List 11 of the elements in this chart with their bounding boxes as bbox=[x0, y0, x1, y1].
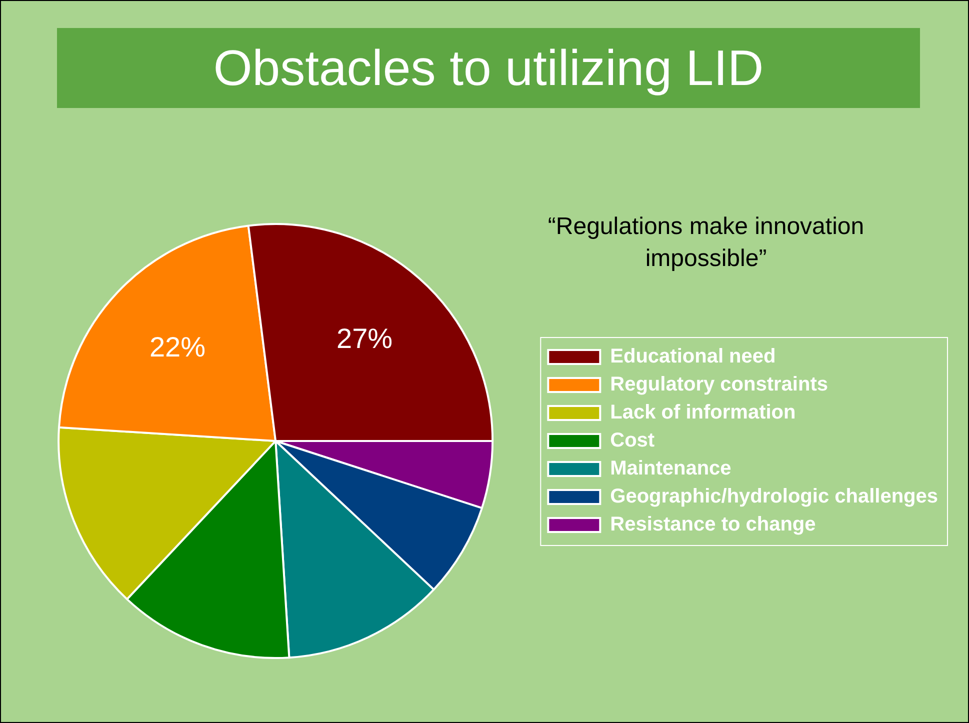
legend-label: Educational need bbox=[610, 346, 776, 368]
data-label: 22% bbox=[149, 332, 206, 363]
legend-label: Cost bbox=[610, 430, 655, 452]
legend-label: Lack of information bbox=[610, 402, 796, 424]
text: “Regulations make innovation impossible” bbox=[546, 212, 866, 274]
legend-label: Resistance to change bbox=[610, 514, 816, 536]
legend-label: Geographic/hydrologic challenges bbox=[610, 486, 938, 508]
chart-title: Obstacles to utilizing LID bbox=[57, 28, 920, 108]
legend-label: Maintenance bbox=[610, 458, 732, 480]
data-label: 27% bbox=[336, 322, 393, 354]
legend-label: Regulatory constraints bbox=[610, 374, 828, 396]
